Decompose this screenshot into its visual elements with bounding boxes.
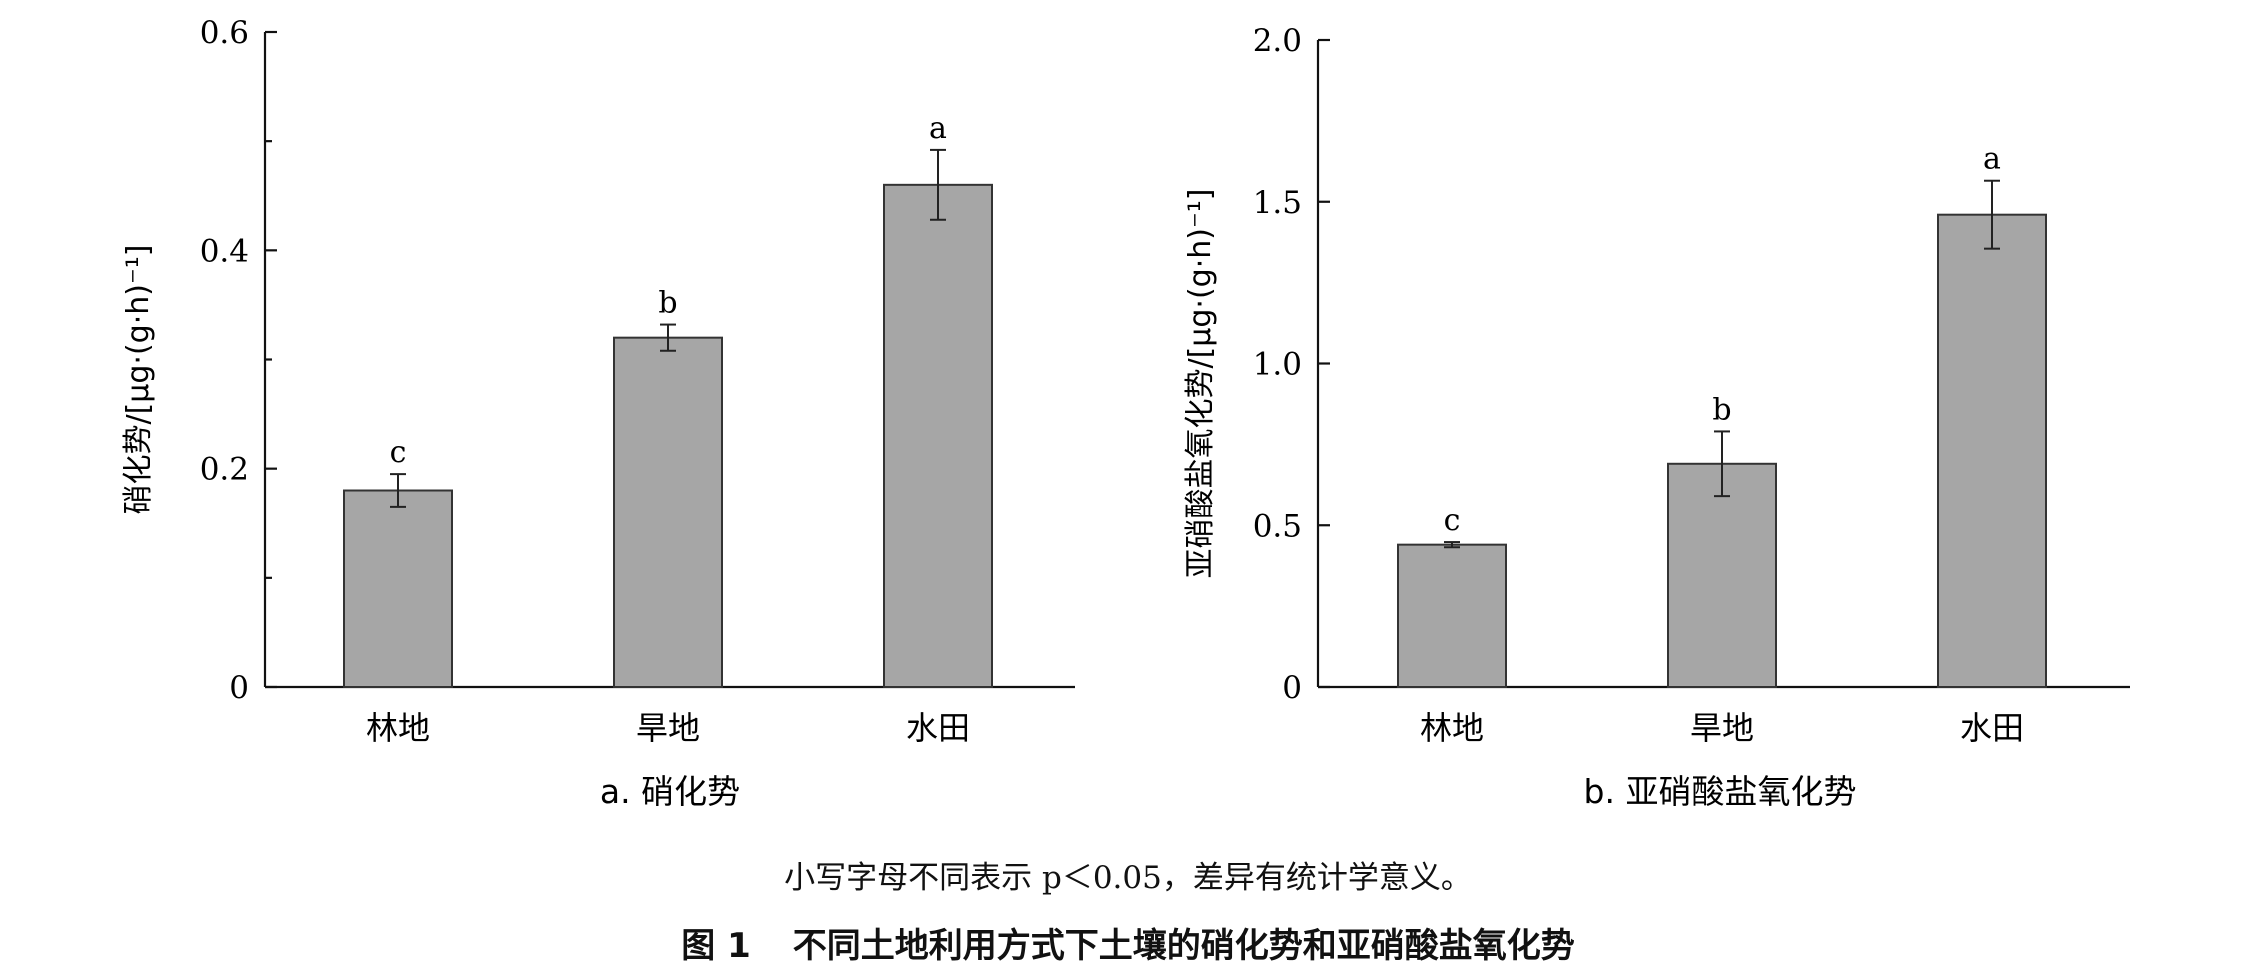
- bar: [343, 489, 453, 688]
- bar: [1667, 462, 1777, 688]
- x-tick-label: 水田: [906, 709, 970, 747]
- bar: [1937, 213, 2047, 688]
- chart-b-nitrite-oxidation-potential: 0 0.5 1.0 1.5 2.0 c 林地 b 旱地 a 水田 亚硝酸盐氧化势/[μg·(g·h)⁻…: [1183, 23, 2130, 811]
- subplot-caption: a. 硝化势: [600, 772, 740, 811]
- bar: [613, 336, 723, 688]
- subplot-caption: b. 亚硝酸盐氧化势: [1584, 772, 1857, 811]
- y-tick-label: 0.2: [200, 452, 249, 488]
- significance-letter: b: [658, 286, 677, 321]
- significance-letter: c: [1444, 503, 1461, 538]
- significance-letter: b: [1712, 392, 1731, 427]
- figure-title: 不同土地利用方式下土壤的硝化势和亚硝酸盐氧化势: [792, 926, 1575, 966]
- y-tick-label: 1.0: [1253, 347, 1302, 383]
- figure-caption: 图 1 不同土地利用方式下土壤的硝化势和亚硝酸盐氧化势: [0, 918, 2256, 967]
- significance-letter: a: [1983, 142, 2001, 177]
- x-tick-label: 旱地: [1690, 709, 1754, 747]
- y-axis-label: 硝化势/[μg·(g·h)⁻¹]: [121, 244, 156, 514]
- y-tick-label: 2.0: [1253, 23, 1302, 59]
- y-tick-label: 0: [1282, 670, 1302, 706]
- bar: [883, 183, 993, 688]
- x-tick-label: 水田: [1960, 709, 2024, 747]
- significance-letter: a: [929, 111, 947, 146]
- y-tick-label: 0.5: [1253, 508, 1302, 544]
- y-tick-label: 0.4: [200, 233, 249, 269]
- x-tick-label: 旱地: [636, 709, 700, 747]
- y-tick-label: 1.5: [1253, 185, 1302, 221]
- chart-a-nitrification-potential: 0 0.2 0.4 0.6 c 林地 b 旱地 a 水田 硝化势/[μg·(g·h)⁻¹] a. 硝化…: [121, 15, 1075, 811]
- y-axis-label: 亚硝酸盐氧化势/[μg·(g·h)⁻¹]: [1183, 188, 1218, 578]
- x-tick-label: 林地: [366, 709, 430, 747]
- y-tick-label: 0.6: [200, 15, 249, 51]
- x-tick-label: 林地: [1420, 709, 1484, 747]
- figure-label: 图 1: [681, 926, 751, 966]
- bar: [1397, 543, 1507, 688]
- figure-note: 小写字母不同表示 p＜0.05，差异有统计学意义。: [784, 860, 1472, 896]
- y-tick-label: 0: [229, 670, 249, 706]
- significance-letter: c: [390, 435, 407, 470]
